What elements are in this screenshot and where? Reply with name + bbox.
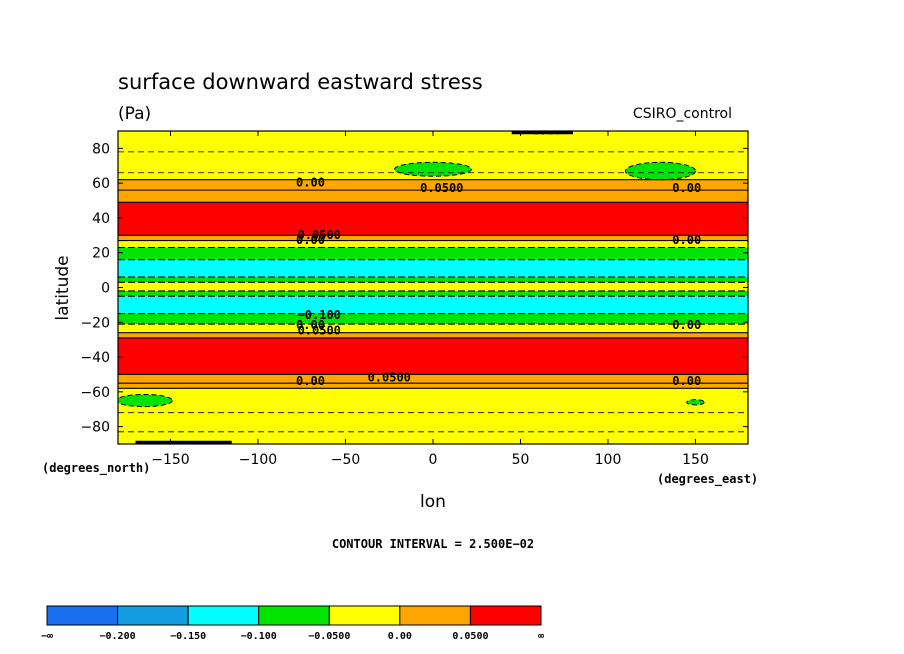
y-tick-label-1: 60 — [92, 176, 110, 192]
contour-label-1: 0.0500 — [420, 181, 463, 195]
y-tick-label-4: 0 — [101, 281, 110, 297]
colorbar-swatch-3 — [258, 605, 330, 626]
contour-label-12: 0.00 — [296, 374, 325, 388]
colorbar-swatch-5 — [399, 605, 471, 626]
contour-label-5: 0.00 — [296, 233, 325, 247]
lat-band-4 — [118, 235, 748, 241]
colorbar-swatch-6 — [469, 605, 542, 626]
y-tick-label-2: 40 — [92, 211, 110, 227]
y-tick-label-6: −40 — [80, 350, 110, 366]
lat-band-14 — [118, 332, 748, 338]
lat-band-3 — [118, 202, 748, 236]
y-tick-label-7: −60 — [80, 385, 110, 401]
contour-blob-1 — [625, 161, 696, 181]
lat-band-12 — [118, 313, 748, 325]
lat-band-11 — [118, 296, 748, 314]
lat-band-10 — [118, 290, 748, 297]
contour-label-11: 0.0500 — [368, 370, 411, 384]
contour-blob-2 — [118, 393, 173, 408]
y-tick-label-0: 80 — [92, 141, 110, 157]
chart-title: surface downward eastward stress — [118, 70, 483, 94]
contour-blob-3 — [686, 399, 705, 406]
y-tick-label-8: −80 — [80, 420, 110, 436]
contour-label-0: 0.00 — [296, 176, 325, 190]
contour-label-8: 0.00 — [296, 318, 325, 332]
lat-band-17 — [118, 383, 748, 389]
x-tick-label-5: 100 — [595, 452, 622, 468]
lat-band-15 — [118, 337, 748, 375]
contour-label-6: 0.00 — [672, 233, 701, 247]
x-tick-label-0: −150 — [151, 452, 189, 468]
units-label: (Pa) — [118, 104, 151, 124]
lat-band-2 — [118, 190, 748, 203]
lat-band-7 — [118, 259, 748, 278]
y-tick-label-5: −20 — [80, 315, 110, 331]
x-tick-label-6: 150 — [682, 452, 709, 468]
x-units-label: (degrees_east) — [657, 472, 758, 487]
contour-label-7: −0.100 — [298, 308, 341, 322]
contour-blob-0 — [394, 161, 472, 177]
source-label: CSIRO_control — [633, 106, 732, 122]
colorbar-swatch-1 — [117, 605, 189, 626]
x-axis-title: lon — [420, 492, 446, 512]
colorbar-label-6: 0.0500 — [452, 631, 488, 642]
colorbar-swatch-0 — [46, 605, 119, 626]
colorbar-label-2: −0.150 — [170, 631, 206, 642]
colorbar-swatch-4 — [328, 605, 401, 626]
y-axis-title: latitude — [53, 255, 73, 320]
colorbar-label-5: 0.00 — [388, 631, 412, 642]
x-tick-label-4: 50 — [512, 452, 530, 468]
contour-label-9: 0.0500 — [298, 323, 341, 337]
lat-band-9 — [118, 282, 748, 291]
lat-band-8 — [118, 277, 748, 283]
lat-band-1 — [118, 179, 748, 191]
y-units-label: (degrees_north) — [42, 461, 150, 476]
colorbar-swatch-2 — [187, 605, 260, 626]
contour-label-10: 0.00 — [672, 318, 701, 332]
lat-band-5 — [118, 240, 748, 248]
contour-label-13: 0.00 — [672, 374, 701, 388]
contour-label-3: 0.00 — [532, 123, 561, 137]
y-tick-label-3: 20 — [92, 246, 110, 262]
lat-band-18 — [118, 388, 748, 444]
colorbar: −∞ −0.200 −0.150 −0.100 −0.0500 0.00 0.0500 ∞ — [41, 605, 544, 642]
x-tick-label-3: 0 — [429, 452, 438, 468]
contour-interval-label: CONTOUR INTERVAL = 2.500E−02 — [332, 537, 534, 551]
colorbar-label-3: −0.100 — [241, 631, 277, 642]
lat-band-16 — [118, 374, 748, 384]
colorbar-label-0: −∞ — [41, 631, 53, 642]
contour-label-4: 0.0500 — [298, 228, 341, 242]
lat-band-13 — [118, 324, 748, 333]
x-tick-label-2: −50 — [331, 452, 361, 468]
lat-band-6 — [118, 247, 748, 260]
x-tick-label-1: −100 — [239, 452, 277, 468]
colorbar-label-4: −0.0500 — [308, 631, 350, 642]
colorbar-label-7: ∞ — [538, 631, 544, 642]
contour-label-2: 0.00 — [672, 181, 701, 195]
colorbar-label-1: −0.200 — [100, 631, 136, 642]
